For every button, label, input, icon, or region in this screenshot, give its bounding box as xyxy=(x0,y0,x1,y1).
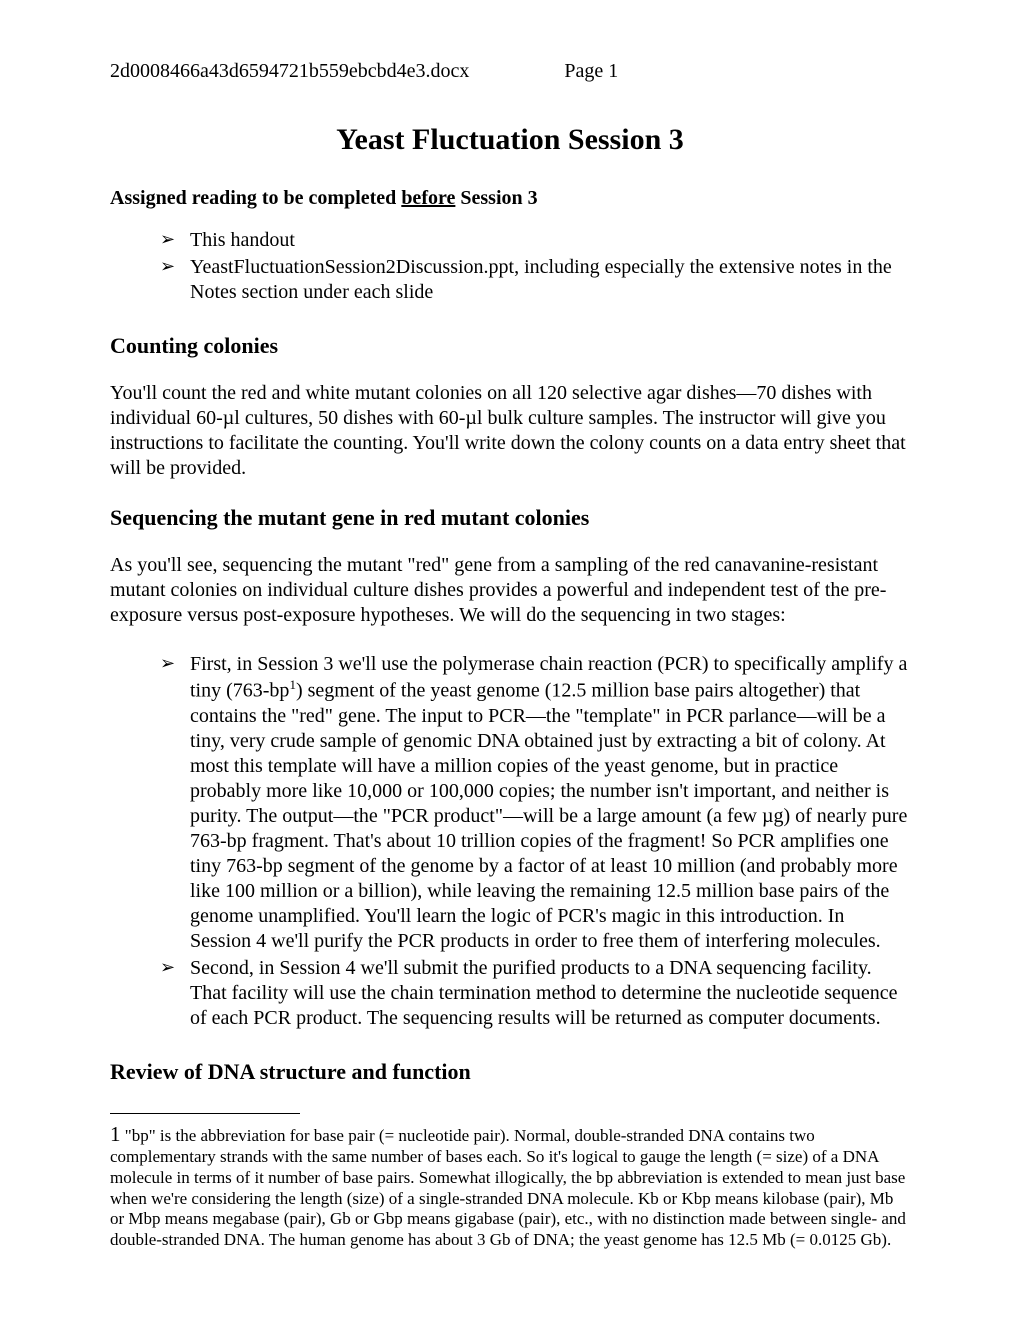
heading-counting-colonies: Counting colonies xyxy=(110,333,910,359)
list-item: First, in Session 3 we'll use the polyme… xyxy=(160,652,910,954)
seq-item1-post: ) segment of the yeast genome (12.5 mill… xyxy=(190,680,907,952)
page-header: 2d0008466a43d6594721b559ebcbd4e3.docx Pa… xyxy=(110,60,910,83)
footnote-1: 1 "bp" is the abbreviation for base pair… xyxy=(110,1122,910,1251)
page-container: 2d0008466a43d6594721b559ebcbd4e3.docx Pa… xyxy=(0,0,1020,1301)
footnote-text: "bp" is the abbreviation for base pair (… xyxy=(110,1126,906,1250)
reading-prefix: Assigned reading to be completed xyxy=(110,187,401,209)
header-filename: 2d0008466a43d6594721b559ebcbd4e3.docx xyxy=(110,60,469,82)
list-item: This handout xyxy=(160,228,910,253)
document-title: Yeast Fluctuation Session 3 xyxy=(110,123,910,157)
sequencing-list: First, in Session 3 we'll use the polyme… xyxy=(110,652,910,1031)
heading-review-dna: Review of DNA structure and function xyxy=(110,1059,910,1085)
list-item: YeastFluctuationSession2Discussion.ppt, … xyxy=(160,255,910,305)
footnote-separator xyxy=(110,1113,300,1114)
heading-sequencing: Sequencing the mutant gene in red mutant… xyxy=(110,505,910,531)
counting-body: You'll count the red and white mutant co… xyxy=(110,381,910,481)
header-page-number: Page 1 xyxy=(564,60,618,83)
assigned-reading-line: Assigned reading to be completed before … xyxy=(110,187,910,210)
reading-suffix: Session 3 xyxy=(455,187,537,209)
footnote-number: 1 xyxy=(110,1122,121,1146)
reading-list: This handout YeastFluctuationSession2Dis… xyxy=(110,228,910,305)
sequencing-intro: As you'll see, sequencing the mutant "re… xyxy=(110,553,910,628)
reading-underlined: before xyxy=(401,187,455,209)
list-item: Second, in Session 4 we'll submit the pu… xyxy=(160,956,910,1031)
